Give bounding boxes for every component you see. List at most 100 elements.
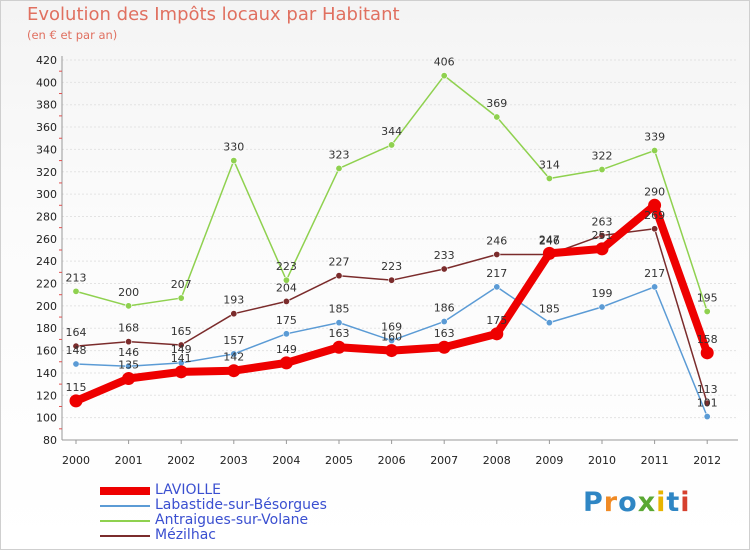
data-point (335, 272, 343, 280)
y-tick-label: 380 (36, 99, 57, 112)
data-point (545, 174, 553, 182)
y-tick-label: 320 (36, 166, 57, 179)
legend-swatch (100, 487, 150, 495)
data-point (72, 287, 80, 295)
y-tick-label: 140 (36, 367, 57, 380)
data-point (648, 198, 662, 212)
data-label: 339 (644, 131, 665, 144)
data-point (700, 346, 714, 360)
chart-subtitle: (en € et par an) (27, 28, 118, 42)
y-tick-label: 420 (36, 54, 57, 67)
data-label: 207 (171, 278, 192, 291)
data-point (388, 276, 396, 284)
data-label: 217 (486, 267, 507, 280)
y-tick-label: 400 (36, 76, 57, 89)
y-tick-label: 120 (36, 389, 57, 402)
data-point (335, 319, 343, 327)
data-point (703, 413, 711, 421)
data-label: 175 (276, 314, 297, 327)
data-label: 113 (697, 383, 718, 396)
data-point (282, 330, 290, 338)
data-point (279, 356, 293, 370)
data-point (651, 283, 659, 291)
data-label: 223 (381, 260, 402, 273)
data-point (651, 225, 659, 233)
data-point (385, 344, 399, 358)
data-label: 269 (644, 209, 665, 222)
data-label: 165 (171, 325, 192, 338)
data-label: 101 (697, 397, 718, 410)
data-point (69, 394, 83, 408)
x-tick-label: 2012 (693, 454, 721, 467)
data-label: 142 (223, 351, 244, 364)
x-tick-label: 2003 (220, 454, 248, 467)
x-tick-label: 2001 (115, 454, 143, 467)
data-point (651, 147, 659, 155)
data-label: 246 (486, 234, 507, 247)
legend-label: LAVIOLLE (155, 482, 221, 498)
x-tick-label: 2006 (378, 454, 406, 467)
data-label: 175 (486, 314, 507, 327)
data-label: 164 (66, 326, 87, 339)
data-point (598, 303, 606, 311)
data-label: 323 (329, 148, 350, 161)
x-tick-label: 2007 (430, 454, 458, 467)
x-tick-label: 2008 (483, 454, 511, 467)
data-label: 199 (592, 287, 613, 300)
data-label: 163 (329, 327, 350, 340)
data-label: 185 (329, 303, 350, 316)
data-point (493, 283, 501, 291)
series-line-2 (75, 74, 708, 313)
data-label: 148 (66, 344, 87, 357)
data-label: 158 (697, 333, 718, 346)
data-point (493, 250, 501, 258)
x-tick-label: 2010 (588, 454, 616, 467)
data-point (542, 246, 556, 260)
legend-label: Antraigues-sur-Volane (155, 512, 309, 528)
data-point (388, 141, 396, 149)
data-point (72, 342, 80, 350)
legend-swatch (100, 505, 150, 507)
data-label: 186 (434, 302, 455, 315)
y-tick-label: 220 (36, 278, 57, 291)
data-label: 160 (381, 331, 402, 344)
data-point (227, 364, 241, 378)
data-label: 149 (171, 343, 192, 356)
data-point (332, 340, 346, 354)
data-point (125, 338, 133, 346)
data-point (125, 302, 133, 310)
data-label: 223 (276, 260, 297, 273)
x-tick-label: 2011 (641, 454, 669, 467)
data-label: 193 (223, 294, 244, 307)
y-tick-label: 280 (36, 210, 57, 223)
data-point (177, 294, 185, 302)
data-point (282, 297, 290, 305)
data-label: 149 (276, 343, 297, 356)
y-tick-label: 180 (36, 322, 57, 335)
data-label: 247 (539, 233, 560, 246)
data-label: 290 (644, 185, 665, 198)
data-point (177, 341, 185, 349)
data-point (230, 350, 238, 358)
data-point (125, 362, 133, 370)
y-tick-label: 100 (36, 412, 57, 425)
legend-label: Labastide-sur-Bésorgues (155, 497, 327, 513)
data-label: 141 (171, 352, 192, 365)
data-point (545, 319, 553, 327)
data-label: 115 (66, 381, 87, 394)
x-tick-label: 2002 (167, 454, 195, 467)
data-point (493, 113, 501, 121)
y-tick-label: 260 (36, 233, 57, 246)
data-label: 195 (697, 291, 718, 304)
x-tick-label: 2009 (535, 454, 563, 467)
data-label: 369 (486, 97, 507, 110)
data-label: 169 (381, 321, 402, 334)
x-tick-label: 2000 (62, 454, 90, 467)
data-point (230, 157, 238, 165)
x-tick-label: 2005 (325, 454, 353, 467)
data-point (703, 307, 711, 315)
data-point (437, 340, 451, 354)
data-label: 251 (592, 229, 613, 242)
data-point (388, 337, 396, 345)
